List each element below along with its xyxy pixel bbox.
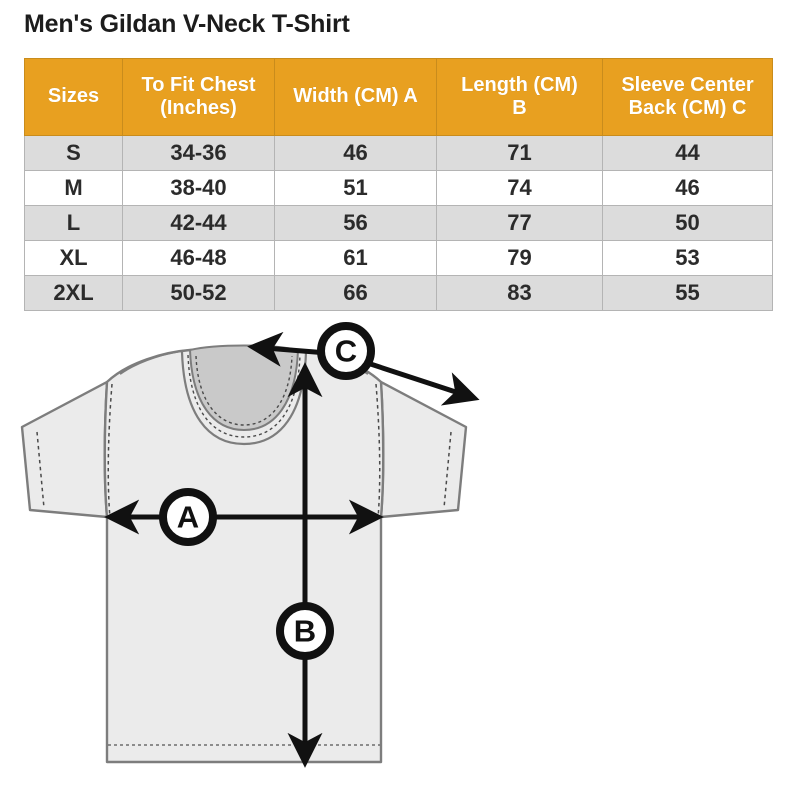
collar-stitch-outer: [187, 354, 301, 438]
right-sleeve-cuff-stitch: [443, 431, 452, 509]
column-header-width: Width (CM) A: [274, 58, 437, 136]
size-chart-table: Sizes To Fit Chest (Inches) Width (CM) A…: [24, 58, 773, 311]
cell-width: 56: [274, 205, 437, 241]
table-row: L 42-44 56 77 50: [24, 205, 773, 241]
tshirt-diagram: A B C: [0, 322, 800, 791]
cell-length: 77: [436, 205, 603, 241]
cell-length: 79: [436, 240, 603, 276]
column-header-chest-line-2: (Inches): [160, 97, 237, 119]
cell-chest: 42-44: [122, 205, 275, 241]
table-row: M 38-40 51 74 46: [24, 170, 773, 206]
column-header-sleeve-line-1: Sleeve Center: [621, 73, 754, 96]
column-header-length: Length (CM) B: [436, 58, 603, 136]
column-header-sizes-line-1: Sizes: [47, 85, 100, 108]
measurement-a-label: A: [177, 500, 199, 535]
cell-size: L: [24, 205, 123, 241]
cell-size: M: [24, 170, 123, 206]
page-title: Men's Gildan V-Neck T-Shirt: [24, 10, 350, 38]
tshirt-illustration: [20, 344, 468, 764]
cell-chest: 34-36: [122, 135, 275, 171]
table-header: Sizes To Fit Chest (Inches) Width (CM) A…: [24, 58, 773, 136]
cell-length: 83: [436, 275, 603, 311]
measurement-c-badge: [317, 322, 375, 380]
measurement-c: C: [247, 322, 480, 406]
left-sleeve-cuff-stitch: [36, 431, 45, 509]
shoulder-seam-left: [119, 349, 191, 375]
column-header-chest-line-1: To Fit Chest: [141, 73, 256, 96]
cell-width: 66: [274, 275, 437, 311]
cell-width: 51: [274, 170, 437, 206]
table-row: 2XL 50-52 66 83 55: [24, 275, 773, 311]
table-body: S 34-36 46 71 44 M 38-40 51 74 46 L 42-4…: [24, 135, 773, 311]
cell-chest: 50-52: [122, 275, 275, 311]
measurement-b-label: B: [294, 614, 316, 649]
column-header-length-line-1: Length (CM): [461, 73, 578, 96]
table-row: XL 46-48 61 79 53: [24, 240, 773, 276]
measurement-b-badge: [276, 602, 334, 660]
column-header-length-line-2: B: [512, 97, 527, 119]
left-sleeve: [20, 380, 109, 519]
measurement-c-label: C: [335, 334, 357, 369]
right-sleeve: [379, 380, 468, 519]
measurement-a-badge: [159, 488, 217, 546]
column-header-sleeve: Sleeve Center Back (CM) C: [602, 58, 773, 136]
cell-size: XL: [24, 240, 123, 276]
cell-sleeve: 50: [602, 205, 773, 241]
cell-length: 74: [436, 170, 603, 206]
measurement-a: A: [104, 488, 384, 546]
cell-width: 61: [274, 240, 437, 276]
column-header-sleeve-line-2: Back (CM) C: [628, 97, 747, 119]
cell-size: 2XL: [24, 275, 123, 311]
table-row: S 34-36 46 71 44: [24, 135, 773, 171]
cell-chest: 46-48: [122, 240, 275, 276]
cell-chest: 38-40: [122, 170, 275, 206]
cell-size: S: [24, 135, 123, 171]
measurement-b: B: [276, 362, 334, 768]
column-header-chest: To Fit Chest (Inches): [122, 58, 275, 136]
cell-sleeve: 44: [602, 135, 773, 171]
column-header-sizes: Sizes: [24, 58, 123, 136]
cell-sleeve: 55: [602, 275, 773, 311]
cell-sleeve: 46: [602, 170, 773, 206]
table-header-row: Sizes To Fit Chest (Inches) Width (CM) A…: [24, 58, 773, 136]
cell-sleeve: 53: [602, 240, 773, 276]
cell-length: 71: [436, 135, 603, 171]
column-header-width-line-1: Width (CM) A: [293, 85, 418, 108]
cell-width: 46: [274, 135, 437, 171]
